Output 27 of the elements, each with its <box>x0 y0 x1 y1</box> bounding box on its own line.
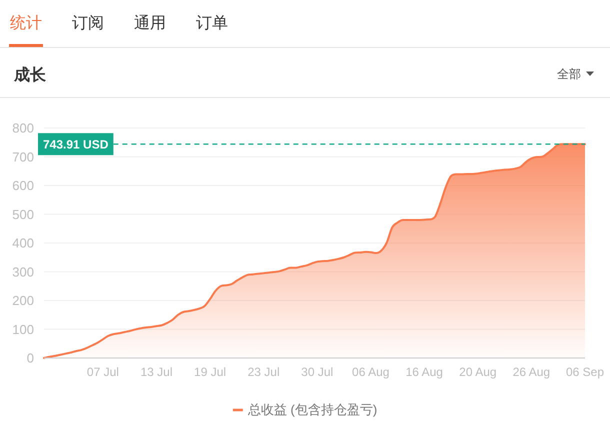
text: 全部 <box>557 67 581 81</box>
x-tick-label: 23 Jul <box>248 365 280 379</box>
chart-title: 成长 <box>13 66 47 84</box>
x-tick-label: 19 Jul <box>194 365 226 379</box>
y-tick-label: 100 <box>12 322 34 337</box>
x-tick-label: 16 Aug <box>406 365 443 379</box>
text: 订单 <box>196 14 228 32</box>
x-tick-label: 30 Jul <box>301 365 334 379</box>
y-tick-label: 200 <box>12 293 34 308</box>
y-tick-label: 0 <box>26 350 34 366</box>
text: 统计 <box>10 14 42 32</box>
text: 订阅 <box>72 14 104 32</box>
y-tick-label: 400 <box>12 236 34 250</box>
y-tick-label: 700 <box>12 149 34 164</box>
ref-line-label: 743.91 USD <box>43 138 109 152</box>
x-tick-label: 06 Aug <box>352 365 390 379</box>
y-tick-label: 600 <box>12 178 34 193</box>
x-tick-label: 20 Aug <box>459 365 497 379</box>
legend-label: 总收益 (包含持仓盈亏) <box>246 402 378 417</box>
x-tick-label: 06 Sep <box>566 365 604 379</box>
y-tick-label: 500 <box>12 206 34 222</box>
y-tick-label: 300 <box>12 264 34 280</box>
x-tick-label: 13 Jul <box>140 365 172 379</box>
x-tick-label: 26 Aug <box>512 365 550 379</box>
y-tick-label: 800 <box>12 120 34 136</box>
text: 通用 <box>134 14 166 32</box>
x-tick-label: 07 Jul <box>86 365 119 379</box>
